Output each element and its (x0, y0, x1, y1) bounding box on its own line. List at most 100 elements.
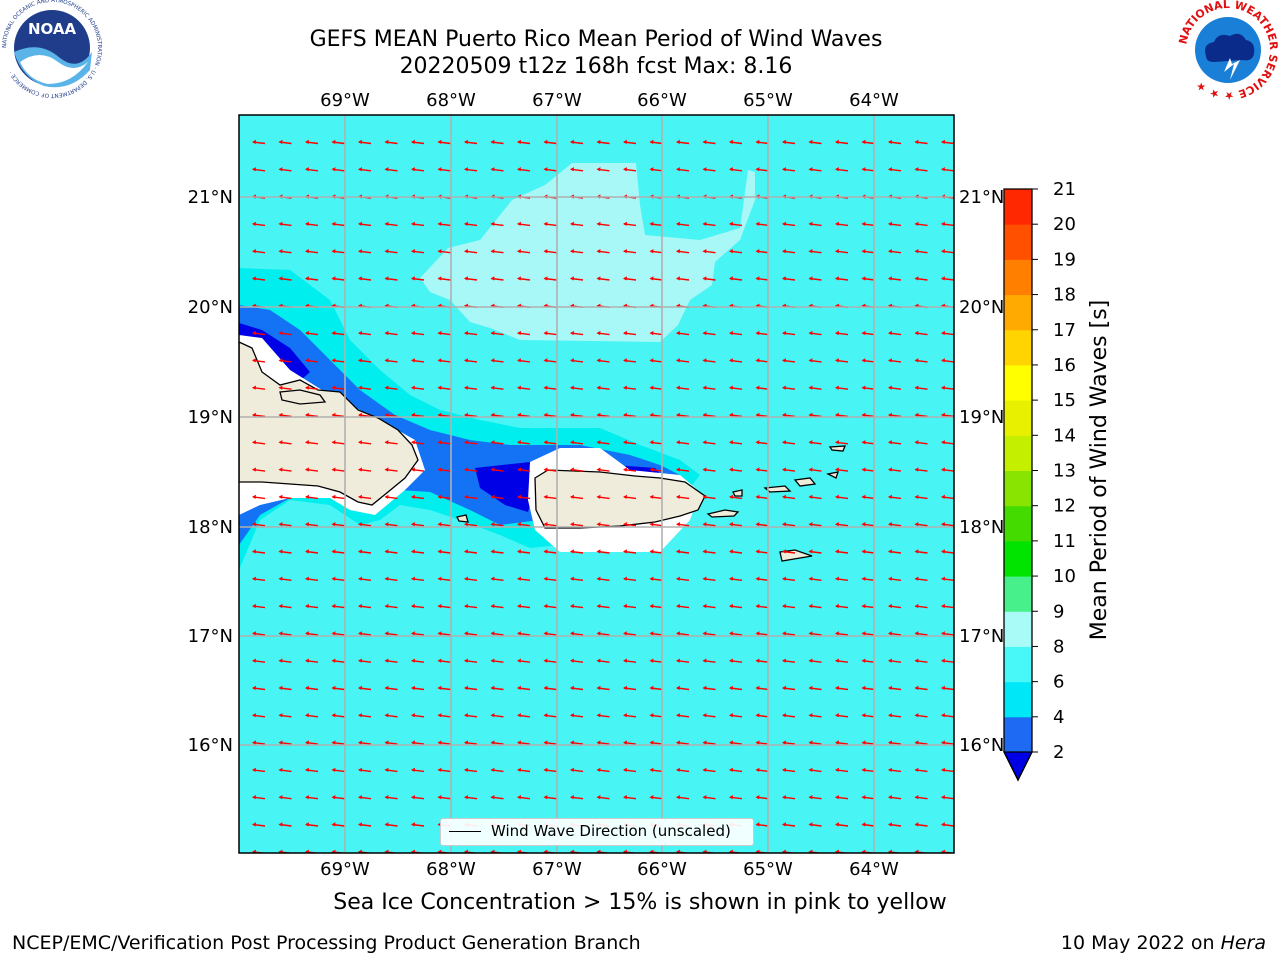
wind-wave-arrow (596, 249, 610, 254)
wind-wave-arrow (755, 740, 769, 745)
wind-wave-arrow (358, 330, 372, 336)
wind-wave-arrow (861, 330, 875, 336)
wind-wave-arrow (596, 330, 610, 336)
wind-wave-arrow (490, 795, 504, 800)
wind-wave-arrow (384, 467, 398, 472)
wind-wave-arrow (782, 822, 796, 827)
wind-wave-arrow (278, 658, 292, 663)
wind-wave-arrow (702, 549, 716, 554)
wind-wave-arrow (596, 549, 610, 554)
wind-wave-arrow (543, 330, 557, 336)
wind-wave-arrow (331, 795, 345, 800)
wind-wave-arrow (437, 385, 451, 390)
wind-wave-arrow (570, 385, 584, 390)
colorbar-segment (1004, 259, 1032, 296)
wind-wave-arrow (517, 139, 531, 145)
wind-wave-arrow (835, 221, 849, 227)
wind-wave-arrow (384, 385, 398, 390)
wind-wave-arrow (437, 549, 451, 554)
wind-wave-arrow (914, 631, 928, 636)
wind-wave-arrow (596, 494, 610, 500)
lat-label-right: 18°N (959, 517, 1004, 538)
wind-wave-arrow (888, 440, 902, 445)
wind-wave-arrow (358, 603, 372, 609)
wind-wave-arrow (808, 494, 822, 500)
wind-wave-arrow (676, 440, 690, 445)
wind-wave-arrow (729, 522, 743, 527)
wind-wave-arrow (729, 795, 743, 800)
wind-wave-arrow (861, 385, 875, 390)
wind-wave-arrow (861, 249, 875, 254)
wind-wave-arrow (570, 358, 584, 363)
wind-wave-arrow (596, 221, 610, 227)
wind-wave-arrow (411, 167, 425, 172)
wind-wave-arrow (702, 658, 716, 663)
wind-wave-arrow (543, 795, 557, 800)
wind-wave-arrow (570, 249, 584, 254)
wind-wave-arrow (729, 358, 743, 363)
wind-wave-arrow (676, 385, 690, 390)
wind-wave-arrow (437, 685, 451, 691)
wind-wave-arrow (941, 221, 954, 227)
colorbar-segment (1004, 540, 1032, 577)
wind-wave-arrow (835, 685, 849, 691)
wind-wave-arrow (570, 276, 584, 281)
lon-label-top: 68°W (426, 90, 476, 111)
wind-wave-arrow (888, 767, 902, 773)
wind-wave-arrow (649, 713, 663, 718)
wind-wave-arrow (835, 767, 849, 773)
colorbar-tick-label: 20 (1053, 214, 1076, 235)
colorbar-segment (1004, 681, 1032, 718)
wind-wave-arrow (808, 658, 822, 663)
wind-wave-arrow (914, 249, 928, 254)
wind-wave-arrow (252, 658, 266, 663)
wind-wave-arrow (278, 631, 292, 636)
lon-label-top: 64°W (849, 90, 899, 111)
wind-wave-arrow (252, 631, 266, 636)
wind-wave-arrow (411, 358, 425, 363)
wind-wave-arrow (358, 631, 372, 636)
colorbar-tick-label: 10 (1053, 566, 1076, 587)
wind-wave-arrow (517, 330, 531, 336)
wind-wave-arrow (888, 713, 902, 718)
lat-label-left: 16°N (188, 735, 233, 756)
wind-wave-arrow (437, 740, 451, 745)
wind-wave-arrow (941, 358, 954, 363)
wind-wave-arrow (570, 139, 584, 145)
wind-wave-arrow (464, 631, 478, 636)
wind-wave-arrow (729, 249, 743, 254)
wind-wave-arrow (941, 139, 954, 145)
wind-wave-arrow (755, 221, 769, 227)
wind-wave-arrow (702, 685, 716, 691)
colorbar-segment (1004, 470, 1032, 507)
wind-wave-arrow (835, 576, 849, 581)
wind-wave-arrow (676, 167, 690, 172)
footer-date-text: 10 May 2022 on (1060, 932, 1221, 954)
wind-wave-arrow (596, 631, 610, 636)
wind-wave-arrow (384, 440, 398, 445)
wind-wave-arrow (649, 631, 663, 636)
wind-wave-arrow (543, 713, 557, 718)
wind-wave-arrow (252, 522, 266, 527)
wind-wave-arrow (437, 603, 451, 609)
wind-wave-arrow (384, 658, 398, 663)
wind-wave-arrow (808, 822, 822, 827)
wind-wave-arrow (782, 249, 796, 254)
wind-wave-arrow (570, 631, 584, 636)
colorbar-segment (1004, 294, 1032, 331)
wind-wave-arrow (861, 713, 875, 718)
wind-wave-arrow (331, 358, 345, 363)
wind-wave-arrow (490, 358, 504, 363)
colorbar-tick-label: 6 (1053, 672, 1064, 693)
wind-wave-arrow (543, 167, 557, 172)
wind-wave-arrow (305, 276, 319, 281)
wind-wave-arrow (808, 139, 822, 145)
wind-wave-arrow (331, 440, 345, 445)
wind-wave-arrow (490, 139, 504, 145)
wind-wave-arrow (490, 549, 504, 554)
wind-wave-arrow (914, 767, 928, 773)
wind-wave-arrow (358, 276, 372, 281)
wind-wave-arrow (676, 767, 690, 773)
wind-wave-arrow (411, 822, 425, 827)
wind-wave-arrow (808, 767, 822, 773)
